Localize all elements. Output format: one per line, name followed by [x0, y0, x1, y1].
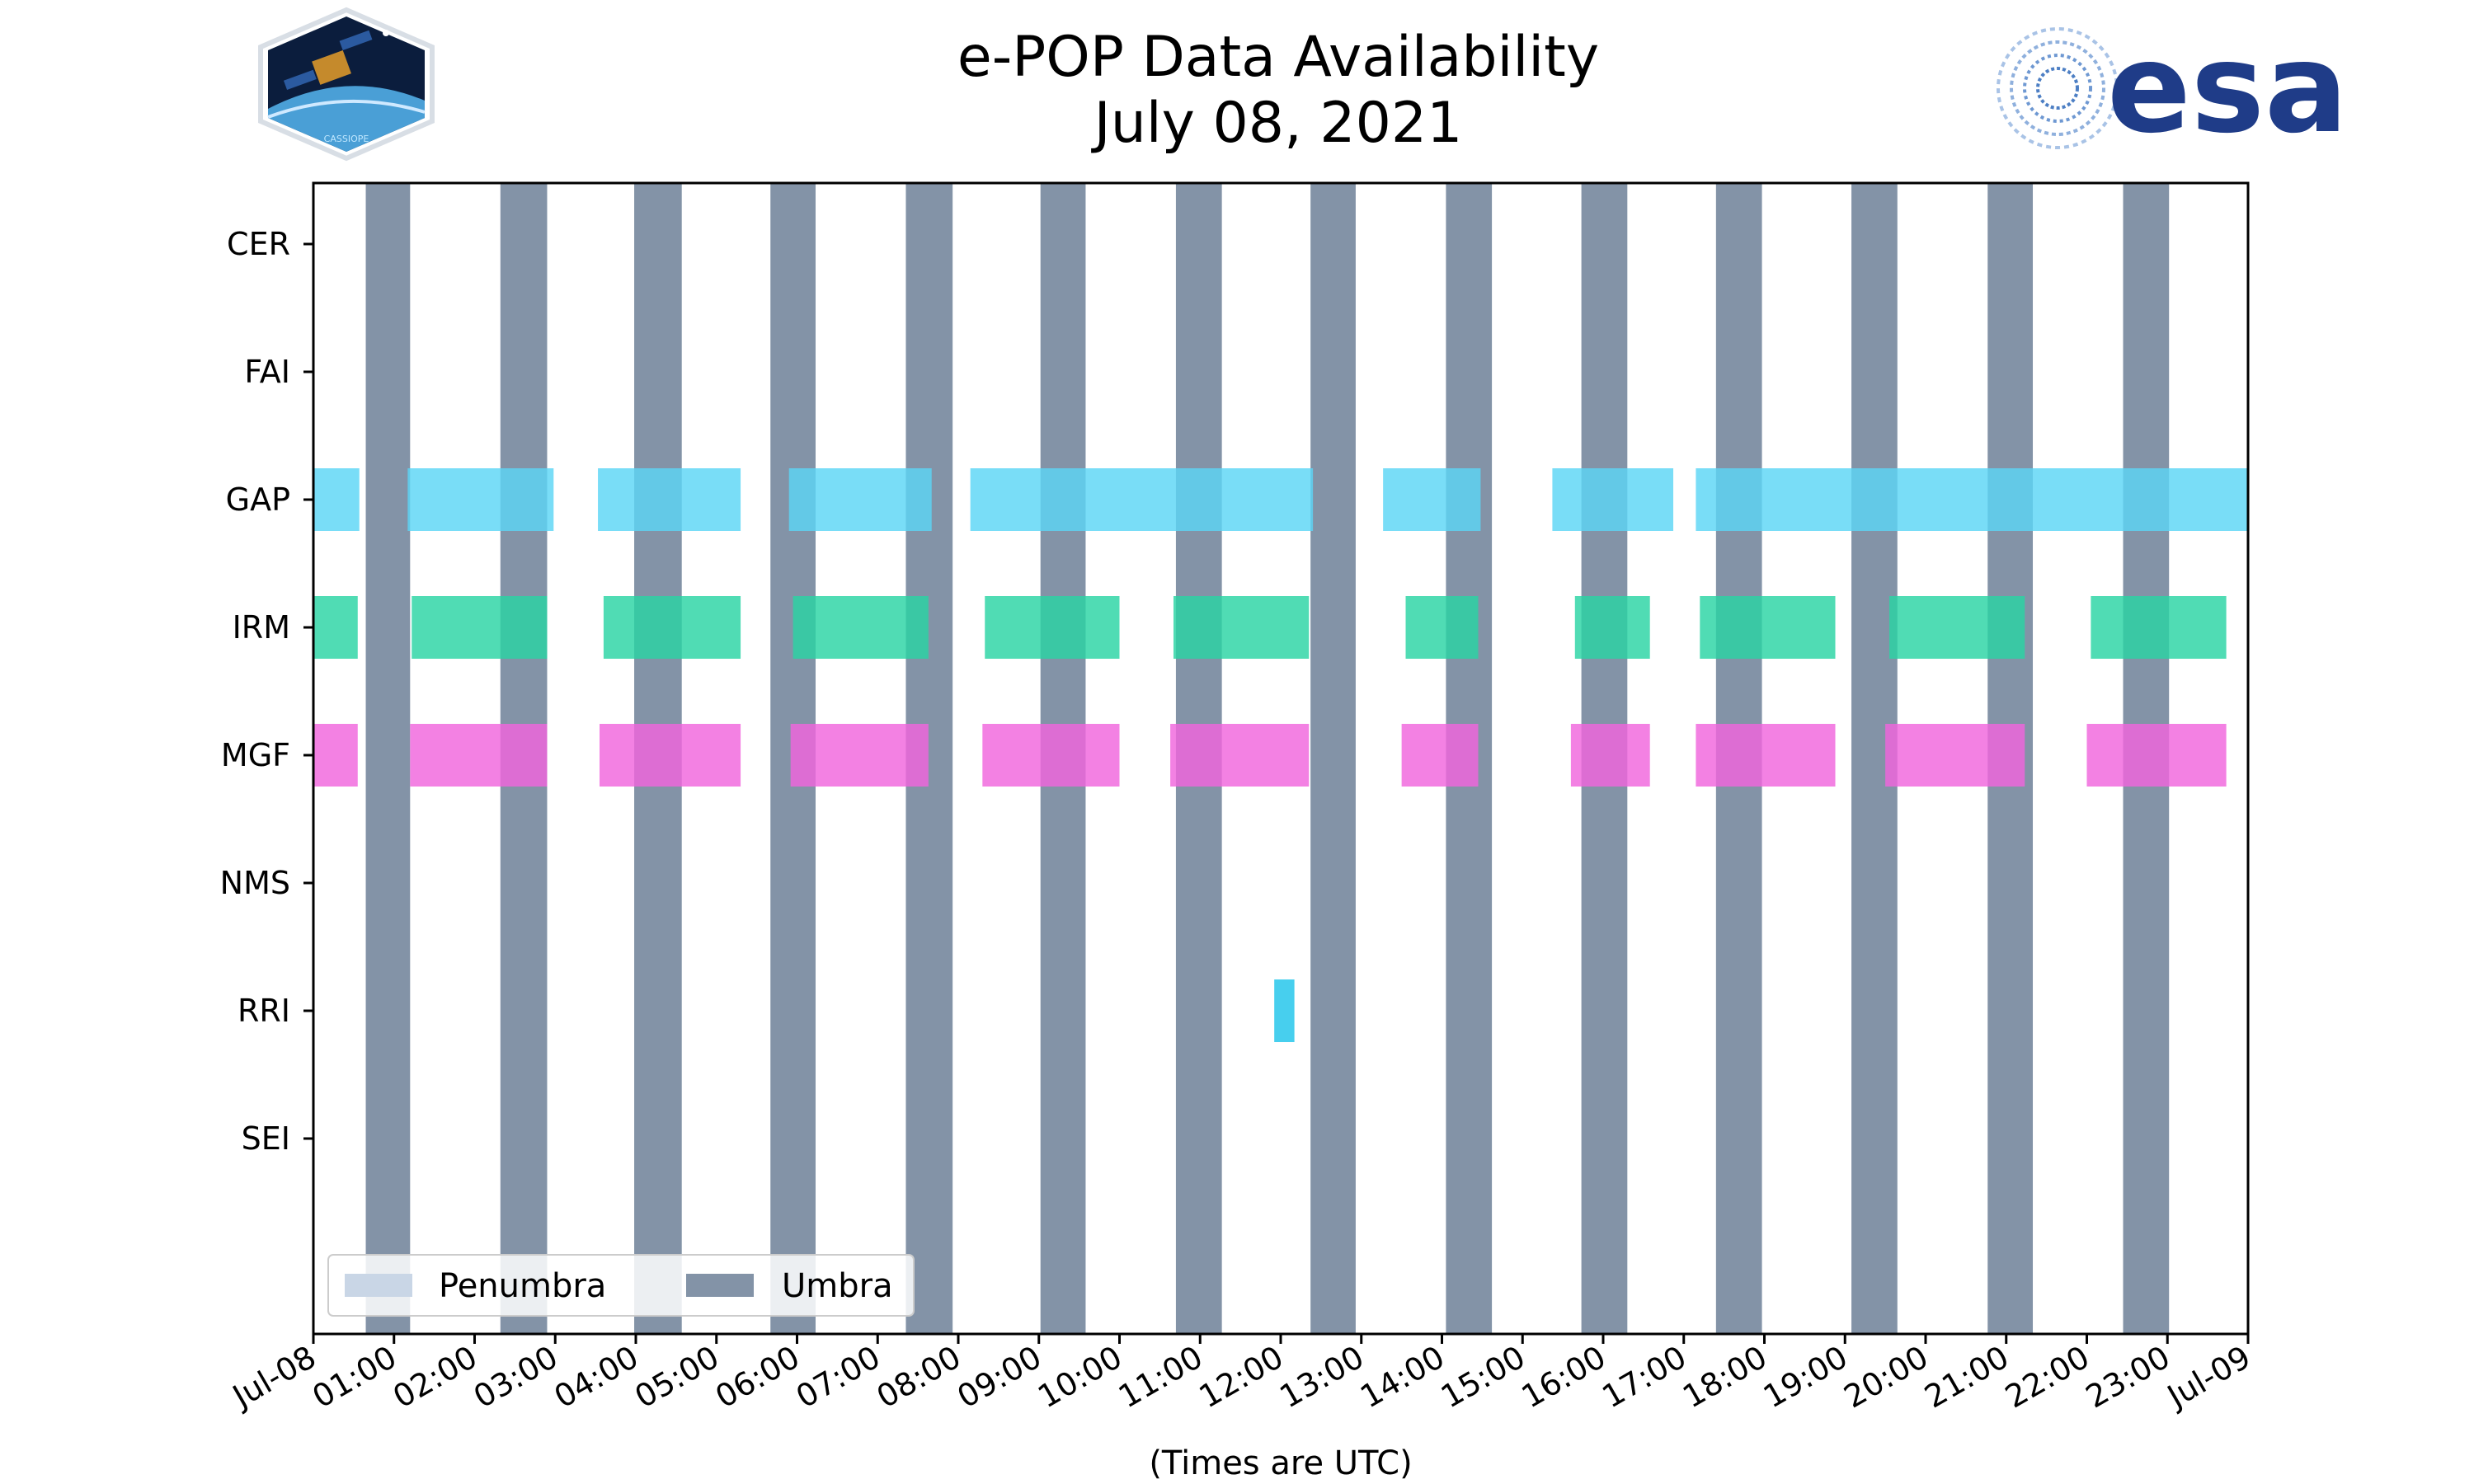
x-tick-label: 03:00: [468, 1339, 564, 1416]
bar-irm: [793, 596, 929, 659]
x-tick-label: 22:00: [1999, 1339, 2095, 1416]
x-tick-label: 17:00: [1596, 1339, 1692, 1416]
legend-penumbra-swatch: [345, 1274, 412, 1297]
x-tick-label: 07:00: [790, 1339, 887, 1416]
bar-gap: [1552, 468, 1674, 531]
legend: Penumbra Umbra: [327, 1254, 915, 1317]
x-tick-label: 05:00: [628, 1339, 725, 1416]
bar-irm: [1700, 596, 1836, 659]
x-tick-label: 11:00: [1112, 1339, 1209, 1416]
bar-irm: [1405, 596, 1479, 659]
bar-mgf: [410, 724, 548, 787]
x-tick-label: 04:00: [548, 1339, 645, 1416]
x-axis-label: (Times are UTC): [1149, 1444, 1412, 1482]
bar-gap: [407, 468, 554, 531]
bar-mgf: [2086, 724, 2227, 787]
bars-layer: [313, 468, 2248, 1042]
bar-gap: [970, 468, 1314, 531]
bar-mgf: [600, 724, 741, 787]
x-tick-label: 16:00: [1516, 1339, 1612, 1416]
x-tick-label: 18:00: [1677, 1339, 1773, 1416]
legend-penumbra-label: Penumbra: [439, 1267, 606, 1305]
bar-mgf: [1885, 724, 2025, 787]
x-tick-label: 19:00: [1757, 1339, 1854, 1416]
esa-logo: esa: [1997, 17, 2348, 161]
bar-mgf: [1170, 724, 1310, 787]
x-tick-label: 01:00: [306, 1339, 402, 1416]
x-tick-label: 08:00: [871, 1339, 967, 1416]
bar-rri: [1274, 979, 1295, 1042]
bar-irm: [1889, 596, 2025, 659]
x-tick-label: 20:00: [1838, 1339, 1935, 1416]
y-tick-label-nms: NMS: [220, 865, 290, 901]
bar-irm: [1574, 596, 1650, 659]
esa-logo-text: esa: [2107, 17, 2348, 161]
x-tick-label: 12:00: [1193, 1339, 1290, 1416]
bar-irm: [2091, 596, 2227, 659]
chart-subtitle-date: July 08, 2021: [1091, 91, 1463, 156]
cassiope-logo-text: CASSIOPE: [324, 134, 369, 144]
bar-mgf: [790, 724, 929, 787]
x-tick-label: 09:00: [951, 1339, 1047, 1416]
bar-gap: [1696, 468, 2248, 531]
y-axis: CER FAI GAP IRM MGF NMS RRI SEI: [220, 226, 313, 1157]
legend-box: [327, 1254, 915, 1317]
bar-irm: [985, 596, 1120, 659]
bar-mgf: [1401, 724, 1479, 787]
y-tick-label-cer: CER: [227, 226, 290, 262]
y-tick-label-gap: GAP: [226, 481, 290, 518]
x-tick-label: Jul-08: [225, 1339, 322, 1416]
bar-irm: [412, 596, 548, 659]
y-tick-label-irm: IRM: [233, 609, 290, 646]
legend-umbra-label: Umbra: [782, 1267, 893, 1305]
bar-gap: [1383, 468, 1481, 531]
bar-gap: [598, 468, 741, 531]
bar-mgf: [1570, 724, 1650, 787]
x-tick-label: 14:00: [1354, 1339, 1451, 1416]
cassiope-logo: CASSIOPE: [258, 7, 435, 162]
y-tick-label-fai: FAI: [244, 354, 290, 390]
chart-title: e-POP Data Availability: [957, 25, 1599, 90]
x-tick-label: 15:00: [1435, 1339, 1531, 1416]
bar-gap: [313, 468, 360, 531]
x-tick-label: 06:00: [709, 1339, 806, 1416]
bar-irm: [313, 596, 358, 659]
bar-irm: [1173, 596, 1310, 659]
y-tick-label-rri: RRI: [238, 993, 290, 1029]
y-tick-label-sei: SEI: [242, 1120, 290, 1157]
bar-mgf: [1696, 724, 1836, 787]
umbra-band: [1310, 183, 1356, 1334]
x-tick-label: 02:00: [387, 1339, 483, 1416]
bar-gap: [788, 468, 932, 531]
umbra-band: [365, 183, 411, 1334]
x-tick-label: 23:00: [2080, 1339, 2176, 1416]
x-axis: Jul-0801:0002:0003:0004:0005:0006:0007:0…: [225, 1334, 2257, 1416]
x-tick-label: Jul-09: [2160, 1339, 2256, 1416]
bar-mgf: [982, 724, 1120, 787]
bar-mgf: [313, 724, 358, 787]
x-tick-label: 13:00: [1273, 1339, 1370, 1416]
legend-umbra-swatch: [686, 1274, 754, 1297]
y-tick-label-mgf: MGF: [221, 737, 290, 773]
x-tick-label: 21:00: [1918, 1339, 2015, 1416]
x-tick-label: 10:00: [1032, 1339, 1128, 1416]
bar-irm: [603, 596, 741, 659]
